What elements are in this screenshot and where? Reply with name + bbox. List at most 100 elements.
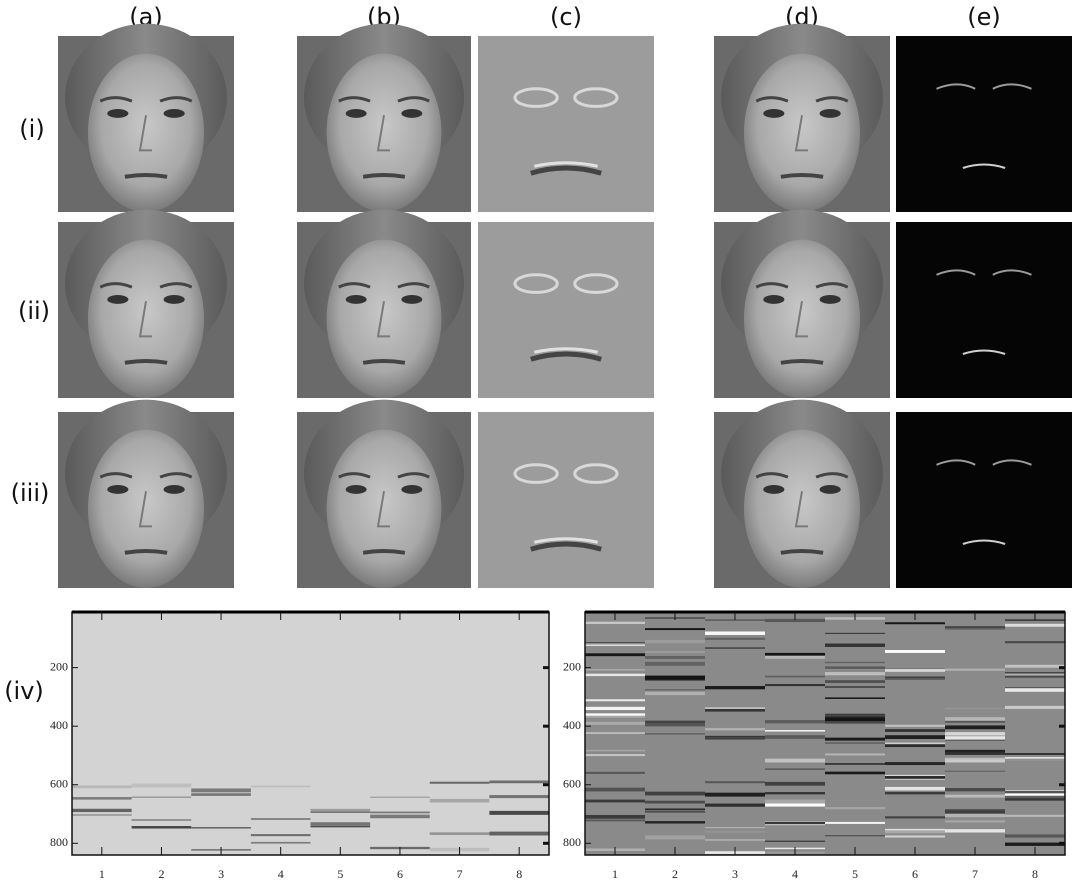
brow [338,472,371,479]
stripe [1005,791,1065,793]
stripe [705,803,765,807]
face-image [714,399,890,588]
stripe [705,647,765,649]
stripe [310,811,371,813]
stripe [945,627,1005,630]
stripe [585,621,645,625]
stripe [1005,641,1065,644]
stripe [705,735,765,738]
stripe [825,672,885,676]
stripe [825,686,885,688]
column-label: (c) [550,3,582,31]
x-tick-label: 2 [158,867,164,881]
stripe [825,697,885,700]
stripe [765,768,825,770]
stripe [645,650,705,653]
stripe [1005,688,1065,692]
stripe [585,787,645,792]
face-image [478,412,654,588]
stripe [585,754,645,757]
brow [397,96,430,103]
face [326,53,442,212]
stripe [825,661,885,664]
stripe [585,642,645,645]
stripe [310,808,371,812]
eye [345,295,367,304]
mouth [780,173,824,179]
stripe [885,729,945,732]
stripe [885,724,945,727]
feature [992,83,1032,90]
face-image [714,209,890,398]
x-tick-label: 8 [1032,867,1038,881]
x-tick-label: 1 [99,867,105,881]
stripe [191,793,251,796]
feature [513,273,559,294]
stripe [429,781,490,784]
stripe [765,654,825,658]
stripe [310,825,371,828]
stripe [705,839,765,841]
stripe [765,675,825,678]
stripe [250,818,311,820]
row-label: (i) [19,115,44,143]
brow [755,96,789,103]
stripe [645,675,705,680]
face-image [58,23,234,212]
stripe [765,730,825,733]
stripe [825,721,885,724]
eye [107,109,129,118]
mouth [780,549,824,555]
stripe [945,759,1005,763]
x-tick-label: 7 [972,867,978,881]
face [743,429,861,588]
nose [138,115,152,152]
feature [992,459,1032,466]
stripe [825,742,885,744]
stripe [1005,687,1065,689]
stripe [765,735,825,739]
stripe [885,830,945,834]
brow [815,472,849,479]
stripe [765,781,825,786]
eye [345,109,367,118]
nose [794,301,808,338]
stripe [1005,814,1065,817]
stripe [765,803,825,807]
stripe [429,832,490,835]
feature [573,87,619,108]
nose [138,301,152,338]
stripe [585,653,645,657]
stripe [191,827,251,829]
eye [401,295,423,304]
feature [936,269,976,276]
x-tick-label: 6 [397,867,403,881]
stripe [945,810,1005,814]
row-label: (iv) [4,677,44,705]
brow [815,282,849,289]
brow [159,472,193,479]
stripe [705,831,765,833]
stripe [645,691,705,696]
feature [573,273,619,294]
brow [815,96,849,103]
mouth [124,359,168,365]
stripe [1005,753,1065,755]
stripe [885,735,945,740]
eye [401,485,423,494]
stripe [1005,759,1065,761]
stripe [705,792,765,797]
image-bg [896,36,1072,212]
stripe [945,717,1005,721]
row-label: (ii) [18,297,50,325]
eye [819,295,841,304]
x-tick-label: 8 [516,867,522,881]
face [326,429,442,588]
x-tick-label: 3 [218,867,224,881]
eye [163,485,185,494]
stripe [1005,619,1065,622]
stripe [765,720,825,724]
column-label: (e) [967,3,1001,31]
stripe [645,791,705,796]
